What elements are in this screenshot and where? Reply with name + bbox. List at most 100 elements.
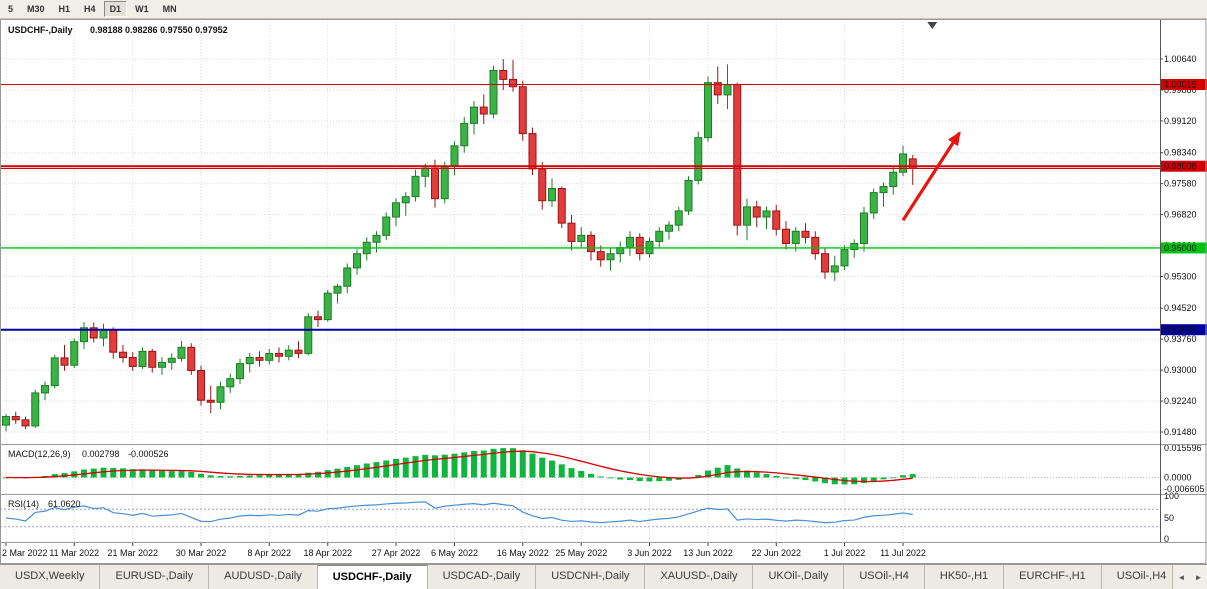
tab-scroll-right-icon[interactable]: ► bbox=[1194, 572, 1203, 582]
chart-tab-ukoil-daily[interactable]: UKOil-,Daily bbox=[753, 565, 845, 589]
bear-candle bbox=[596, 251, 605, 261]
price-chart[interactable]: 0.015596 0.0000-0.006605 100 50 0 2 Mar 202… bbox=[0, 19, 1207, 564]
timeframe-button-5[interactable]: 5 bbox=[8, 4, 14, 14]
chart-tab-hk50-h1[interactable]: HK50-,H1 bbox=[924, 565, 1005, 589]
chart-window: 0.015596 0.0000 -0.006605 100 50 0 2 Mar 202… bbox=[0, 19, 1207, 564]
bull-candle bbox=[840, 249, 849, 267]
timeframe-button-m30[interactable]: M30 bbox=[27, 4, 45, 14]
bull-candle bbox=[236, 363, 244, 380]
macd-bar bbox=[510, 448, 516, 478]
chart-tab-usdx-weekly[interactable]: USDX,Weekly bbox=[0, 565, 101, 589]
chart-tab-audusd-daily[interactable]: AUDUSD-,Daily bbox=[209, 565, 318, 589]
bear-candle bbox=[60, 357, 69, 366]
horizontal-lines[interactable] bbox=[0, 83, 1160, 331]
bull-candle bbox=[791, 230, 800, 244]
rsi-panel: 100 50 0 bbox=[0, 491, 1179, 544]
chart-tabs-bar: USDX,Weekly EURUSD-,Daily AUDUSD-,Daily USD… bbox=[0, 564, 1207, 589]
price-tag bbox=[1161, 160, 1207, 172]
timeframe-button-h4[interactable]: H4 bbox=[84, 4, 96, 14]
bull-candle bbox=[684, 179, 693, 212]
bear-candle bbox=[148, 350, 157, 368]
macd-bar bbox=[636, 477, 643, 482]
macd-bar bbox=[646, 477, 653, 482]
tab-scroll-left-icon[interactable]: ◄ bbox=[1177, 572, 1186, 582]
macd-bar bbox=[149, 470, 156, 478]
macd-bar bbox=[461, 452, 468, 478]
price-tag bbox=[1161, 242, 1207, 254]
bull-candle bbox=[470, 106, 478, 124]
bear-candle bbox=[119, 351, 127, 358]
timeframe-button-d1[interactable]: D1 bbox=[103, 1, 128, 17]
bull-candle bbox=[353, 253, 361, 269]
bear-candle bbox=[89, 327, 98, 339]
macd-tick: 0.015596 bbox=[1164, 443, 1202, 453]
macd-bar bbox=[880, 477, 887, 480]
bull-candle bbox=[879, 185, 888, 194]
bull-candle bbox=[440, 165, 449, 200]
bear-candle bbox=[128, 356, 137, 367]
macd-bar bbox=[129, 469, 136, 478]
bull-candle bbox=[723, 84, 732, 96]
date-tick: 30 Mar 2022 bbox=[176, 548, 227, 558]
shift-marker bbox=[927, 22, 938, 29]
chart-tab-xauusd-daily[interactable]: XAUUSD-,Daily bbox=[645, 565, 754, 589]
macd-bar bbox=[802, 477, 809, 481]
bull-candle bbox=[743, 206, 751, 226]
price-axis: 1.006400.998800.991200.983400.975800.968… bbox=[0, 19, 1207, 564]
trend-arrow bbox=[901, 131, 961, 222]
bull-candle bbox=[850, 242, 859, 251]
macd-bar bbox=[402, 457, 409, 478]
macd-bar bbox=[909, 474, 916, 478]
bear-candle bbox=[821, 253, 829, 273]
price-tag bbox=[1161, 78, 1207, 90]
chart-tab-usdcnh-daily[interactable]: USDCNH-,Daily bbox=[536, 565, 646, 589]
macd-bar bbox=[285, 474, 292, 478]
bull-candle bbox=[70, 341, 79, 366]
rsi-tick: 100 bbox=[1164, 491, 1179, 501]
bear-candle bbox=[109, 329, 118, 353]
chart-tab-eurchf-h1[interactable]: EURCHF-,H1 bbox=[1004, 565, 1102, 589]
timeframe-button-w1[interactable]: W1 bbox=[135, 4, 149, 14]
macd-bar bbox=[139, 469, 146, 478]
macd-bar bbox=[900, 475, 906, 478]
bull-candle bbox=[460, 122, 469, 147]
date-tick: 2 Mar 2022 bbox=[2, 548, 48, 558]
macd-tick: -0.006605 bbox=[1164, 484, 1205, 494]
macd-bar bbox=[432, 455, 438, 478]
chart-tab-usoil-h4[interactable]: USOil-,H4 bbox=[1101, 565, 1183, 589]
bull-candle bbox=[177, 346, 186, 359]
macd-bar bbox=[344, 466, 351, 478]
macd-bar bbox=[490, 448, 497, 478]
macd-bar bbox=[51, 474, 58, 478]
timeframe-button-h1[interactable]: H1 bbox=[58, 4, 71, 14]
macd-bar bbox=[822, 477, 828, 484]
rsi-label: RSI(14) bbox=[8, 499, 39, 509]
macd-panel: 0.015596 0.0000-0.006605 bbox=[0, 443, 1205, 494]
bear-candle bbox=[431, 167, 439, 200]
macd-bar bbox=[393, 458, 399, 478]
chart-tab-eurusd-daily[interactable]: EURUSD-,Daily bbox=[100, 565, 210, 589]
bull-candle bbox=[889, 171, 898, 187]
bull-candle bbox=[167, 357, 176, 363]
bear-candle bbox=[479, 106, 488, 115]
chart-tab-usdchf-daily[interactable]: USDCHF-,Daily bbox=[317, 565, 428, 589]
timeframe-button-mn[interactable]: MN bbox=[162, 4, 177, 14]
rsi-tick: 50 bbox=[1164, 513, 1174, 523]
macd-bar bbox=[363, 463, 370, 478]
bull-candle bbox=[31, 392, 40, 427]
date-tick: 3 Jun 2022 bbox=[627, 548, 672, 558]
chart-tab-usdcad-daily[interactable]: USDCAD-,Daily bbox=[427, 565, 537, 589]
macd-bar bbox=[256, 475, 263, 478]
date-tick: 21 Mar 2022 bbox=[107, 548, 158, 558]
macd-label: MACD(12,26,9) bbox=[8, 449, 71, 459]
chart-tab-usoil-h4[interactable]: USOil-,H4 bbox=[844, 565, 925, 589]
macd-bar bbox=[597, 476, 604, 478]
bear-candle bbox=[567, 222, 576, 242]
price-tick: 0.94520 bbox=[1164, 303, 1197, 313]
bull-candle bbox=[489, 69, 498, 115]
bear-candle bbox=[713, 82, 722, 96]
bull-candle bbox=[694, 137, 703, 181]
annotations[interactable] bbox=[901, 22, 961, 222]
bear-candle bbox=[528, 133, 537, 170]
macd-bar bbox=[870, 477, 877, 482]
